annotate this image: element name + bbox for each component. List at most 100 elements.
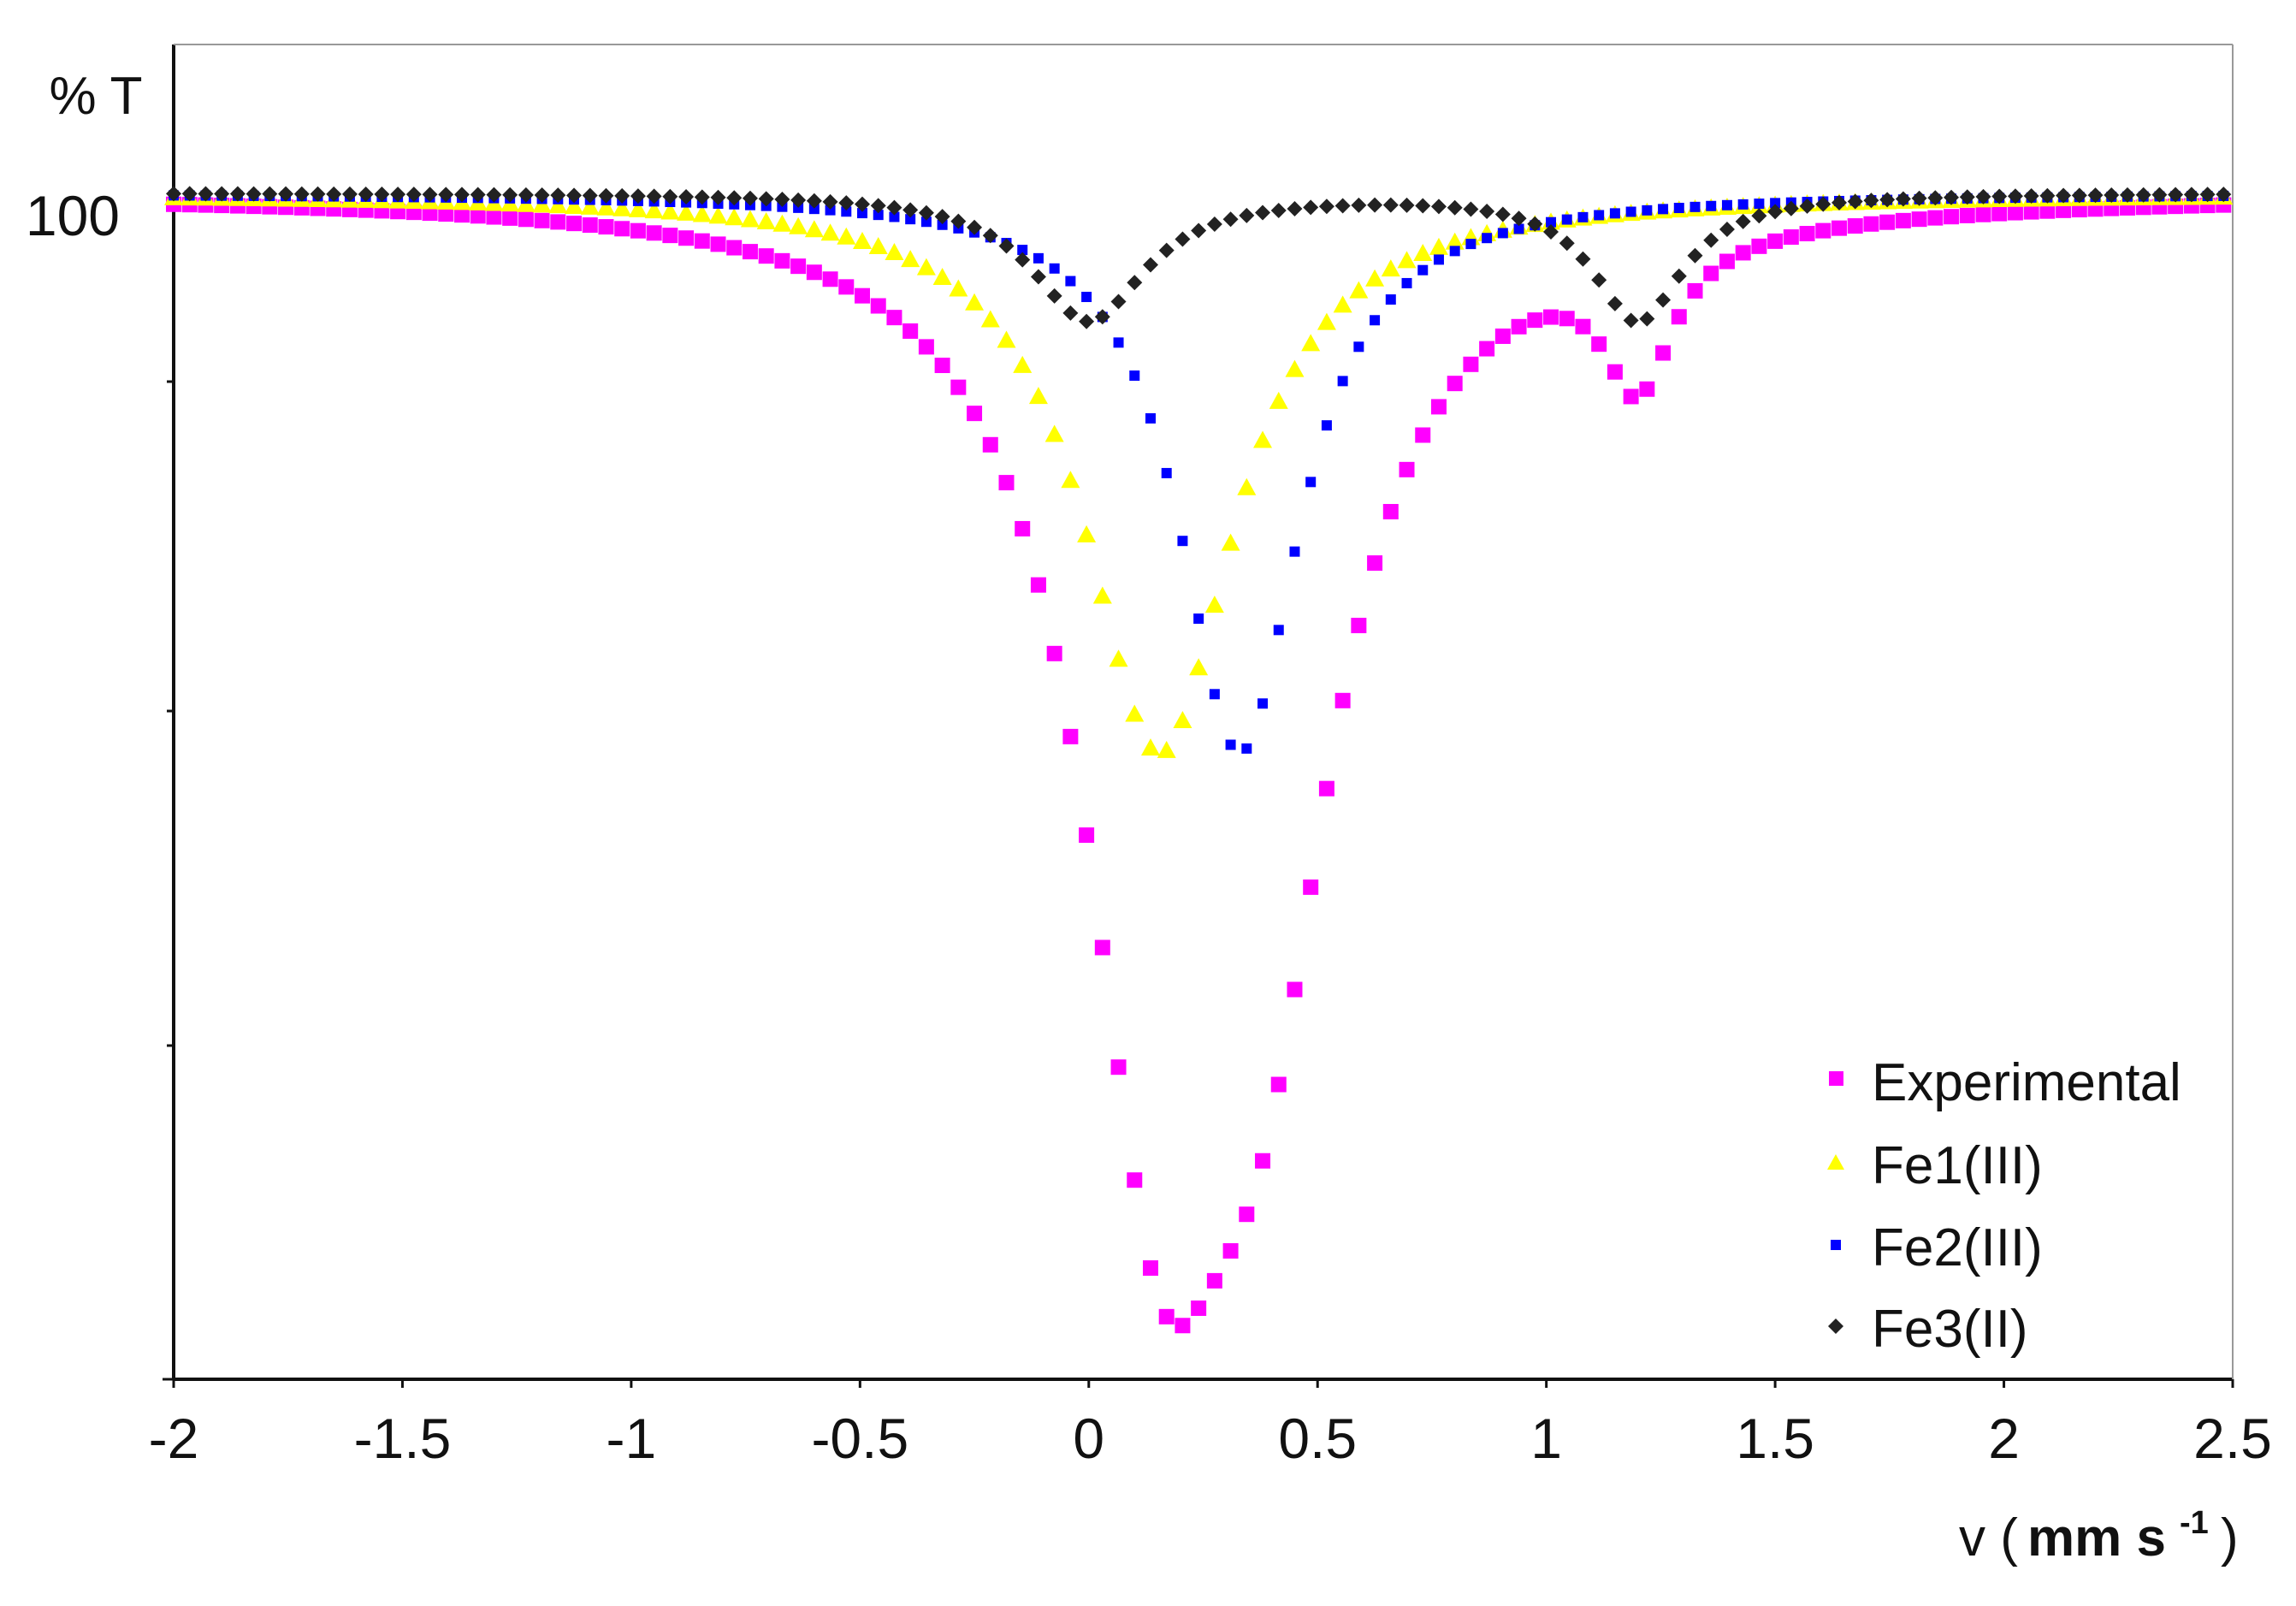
data-point bbox=[982, 228, 998, 244]
data-point bbox=[390, 187, 406, 203]
legend-item-fe3: Fe3(II) bbox=[1828, 1300, 2028, 1359]
data-point bbox=[1482, 233, 1493, 244]
data-point bbox=[1721, 199, 1732, 210]
data-point bbox=[1847, 193, 1863, 210]
data-point bbox=[1430, 399, 1447, 415]
data-point bbox=[808, 204, 820, 215]
data-point bbox=[1642, 204, 1653, 216]
data-point bbox=[967, 406, 983, 422]
data-point bbox=[1449, 246, 1460, 257]
data-point bbox=[710, 189, 726, 205]
data-point bbox=[1257, 698, 1269, 709]
data-point bbox=[1655, 292, 1672, 308]
data-point bbox=[1351, 197, 1367, 213]
data-point bbox=[598, 219, 614, 235]
data-point bbox=[1303, 199, 1319, 216]
data-point bbox=[438, 206, 454, 222]
data-point bbox=[614, 187, 630, 204]
data-point bbox=[1094, 939, 1110, 956]
data-point bbox=[1334, 692, 1351, 708]
data-point bbox=[1337, 376, 1348, 387]
data-point bbox=[1415, 198, 1431, 214]
data-point bbox=[1079, 313, 1095, 329]
data-point bbox=[470, 187, 486, 203]
data-point bbox=[1770, 198, 1781, 209]
data-point bbox=[1687, 282, 1703, 299]
data-point bbox=[229, 186, 246, 202]
x-axis-ticks: -2 -1.5 -1 -0.5 0 0.5 1 1.5 2 2.5 bbox=[149, 1379, 2272, 1470]
data-point bbox=[1017, 245, 1028, 256]
data-point bbox=[1367, 555, 1383, 572]
data-point bbox=[1094, 309, 1110, 325]
series-fe3-ii- bbox=[166, 186, 2232, 329]
data-point bbox=[1028, 387, 1048, 405]
data-point bbox=[580, 197, 600, 215]
data-point bbox=[1081, 292, 1092, 303]
data-point bbox=[694, 189, 710, 205]
data-point bbox=[868, 236, 888, 254]
data-point bbox=[1607, 364, 1623, 380]
data-point bbox=[1140, 738, 1160, 756]
data-point bbox=[612, 199, 632, 216]
data-point bbox=[646, 225, 662, 241]
data-point bbox=[1430, 199, 1447, 215]
y-tick-label-100: 100 bbox=[26, 184, 120, 247]
data-point bbox=[1049, 263, 1060, 274]
data-point bbox=[1625, 206, 1636, 217]
data-point bbox=[405, 187, 422, 203]
data-point bbox=[1689, 201, 1701, 212]
data-point bbox=[1285, 359, 1305, 377]
data-point bbox=[548, 196, 568, 214]
data-point bbox=[1671, 268, 1687, 284]
data-point bbox=[967, 219, 983, 235]
data-point bbox=[855, 287, 871, 304]
data-point bbox=[742, 244, 758, 260]
data-point bbox=[630, 188, 646, 204]
data-point bbox=[2007, 204, 2023, 221]
data-point bbox=[1303, 879, 1319, 895]
data-point bbox=[1944, 209, 1960, 225]
data-point bbox=[1895, 191, 1911, 207]
data-point bbox=[1318, 199, 1334, 215]
x-axis-title: v ( mm s -1 ) bbox=[1959, 1505, 2239, 1567]
data-point bbox=[1815, 196, 1831, 212]
data-point bbox=[1305, 477, 1317, 488]
data-point bbox=[596, 198, 616, 216]
data-point bbox=[2056, 187, 2072, 204]
data-point bbox=[1209, 689, 1220, 700]
data-point bbox=[1092, 586, 1112, 604]
data-point bbox=[1479, 204, 1495, 220]
data-point bbox=[1270, 202, 1287, 218]
x-tick-label: 0.5 bbox=[1278, 1407, 1357, 1470]
legend-item-fe1: Fe1(III) bbox=[1827, 1136, 2043, 1195]
data-point bbox=[1577, 211, 1589, 222]
data-point bbox=[341, 186, 358, 202]
data-point bbox=[1831, 220, 1847, 236]
data-point bbox=[1911, 211, 1927, 228]
data-point bbox=[997, 330, 1016, 348]
x-axis-title-prefix: v ( bbox=[1959, 1508, 2018, 1567]
data-point bbox=[1399, 461, 1415, 477]
data-point bbox=[1044, 424, 1064, 442]
data-point bbox=[1623, 388, 1639, 405]
data-point bbox=[920, 216, 932, 228]
data-point bbox=[1269, 391, 1288, 409]
data-point bbox=[1191, 222, 1207, 239]
data-point bbox=[1511, 318, 1527, 335]
x-tick-label: 0 bbox=[1073, 1407, 1104, 1470]
data-point bbox=[1463, 356, 1479, 372]
data-point bbox=[918, 204, 934, 221]
x-tick-label: -1 bbox=[607, 1407, 657, 1470]
data-point bbox=[1911, 190, 1927, 206]
data-point bbox=[889, 211, 900, 222]
data-point bbox=[1687, 247, 1703, 264]
data-point bbox=[374, 187, 390, 203]
data-point bbox=[870, 198, 886, 214]
data-point bbox=[1591, 336, 1607, 353]
legend-marker-square bbox=[1829, 1071, 1843, 1086]
data-point bbox=[1079, 827, 1095, 844]
data-point bbox=[870, 298, 886, 314]
data-point bbox=[1447, 199, 1463, 216]
data-point bbox=[1415, 427, 1431, 443]
data-point bbox=[1879, 214, 1896, 230]
